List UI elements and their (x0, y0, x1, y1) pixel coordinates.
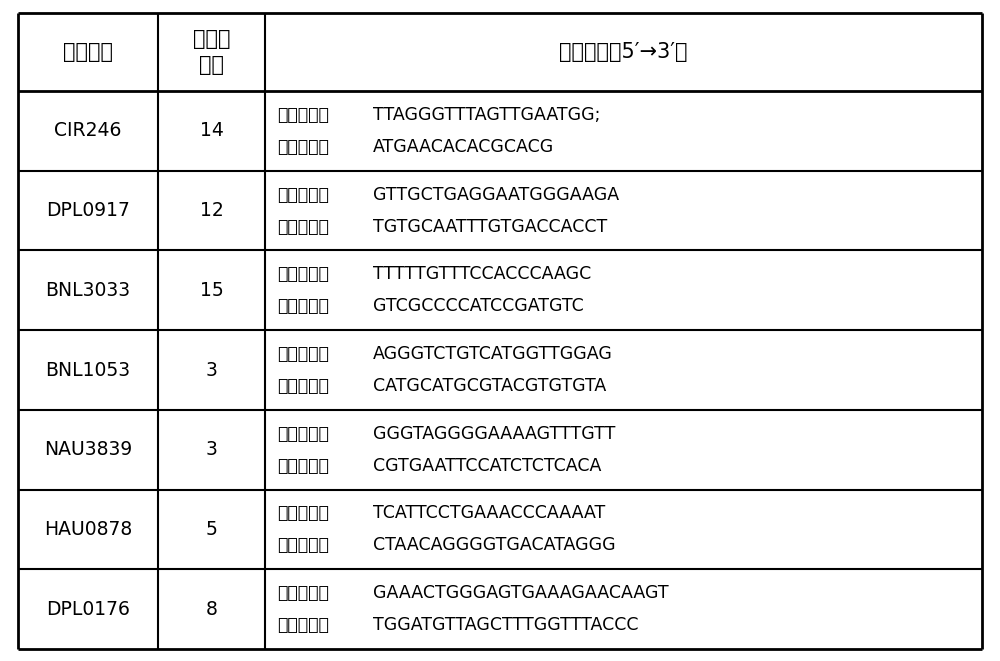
Text: 上游引物：: 上游引物： (277, 186, 329, 204)
Text: GTTGCTGAGGAATGGGAAGA: GTTGCTGAGGAATGGGAAGA (373, 186, 619, 204)
Text: 14: 14 (200, 122, 223, 140)
Text: 下游引物：: 下游引物： (277, 616, 329, 634)
Text: 引物名称: 引物名称 (63, 42, 113, 62)
Text: CATGCATGCGTACGTGTGTA: CATGCATGCGTACGTGTGTA (373, 377, 606, 395)
Text: CTAACAGGGGTGACATAGGG: CTAACAGGGGTGACATAGGG (373, 536, 616, 555)
Text: 5: 5 (206, 520, 217, 539)
Text: 染色体
位置: 染色体 位置 (193, 29, 230, 75)
Text: BNL1053: BNL1053 (45, 360, 131, 379)
Text: TGTGCAATTTGTGACCACCT: TGTGCAATTTGTGACCACCT (373, 217, 607, 235)
Text: 15: 15 (200, 281, 223, 300)
Text: CGTGAATTCCATCTCTCACA: CGTGAATTCCATCTCTCACA (373, 457, 601, 475)
Text: DPL0917: DPL0917 (46, 201, 130, 220)
Text: ATGAACACACGCACG: ATGAACACACGCACG (373, 137, 554, 156)
Text: 上游引物：: 上游引物： (277, 584, 329, 602)
Text: 3: 3 (206, 360, 217, 379)
Text: 12: 12 (200, 201, 223, 220)
Text: NAU3839: NAU3839 (44, 440, 132, 459)
Text: 下游引物：: 下游引物： (277, 377, 329, 395)
Text: 上游引物：: 上游引物： (277, 425, 329, 443)
Text: 上游引物：: 上游引物： (277, 504, 329, 522)
Text: 8: 8 (206, 600, 217, 619)
Text: TTTTTGTTTCCACCCAAGC: TTTTTGTTTCCACCCAAGC (373, 265, 591, 284)
Text: 下游引物：: 下游引物： (277, 536, 329, 555)
Text: TGGATGTTAGCTTTGGTTTACCC: TGGATGTTAGCTTTGGTTTACCC (373, 616, 639, 634)
Text: CIR246: CIR246 (54, 122, 122, 140)
Text: TTAGGGTTTAGTTGAATGG;: TTAGGGTTTAGTTGAATGG; (373, 106, 600, 124)
Text: 引物序列（5′→3′）: 引物序列（5′→3′） (559, 42, 688, 62)
Text: 上游引物：: 上游引物： (277, 265, 329, 284)
Text: GTCGCCCCATCCGATGTC: GTCGCCCCATCCGATGTC (373, 297, 584, 315)
Text: 上游引物：: 上游引物： (277, 106, 329, 124)
Text: 下游引物：: 下游引物： (277, 457, 329, 475)
Text: AGGGTCTGTCATGGTTGGAG: AGGGTCTGTCATGGTTGGAG (373, 345, 613, 363)
Text: HAU0878: HAU0878 (44, 520, 132, 539)
Text: DPL0176: DPL0176 (46, 600, 130, 619)
Text: 下游引物：: 下游引物： (277, 137, 329, 156)
Text: BNL3033: BNL3033 (45, 281, 131, 300)
Text: GAAACTGGGAGTGAAAGAACAAGT: GAAACTGGGAGTGAAAGAACAAGT (373, 584, 669, 602)
Text: 上游引物：: 上游引物： (277, 345, 329, 363)
Text: 3: 3 (206, 440, 217, 459)
Text: 下游引物：: 下游引物： (277, 297, 329, 315)
Text: TCATTCCTGAAACCCAAAAT: TCATTCCTGAAACCCAAAAT (373, 504, 605, 522)
Text: 下游引物：: 下游引物： (277, 217, 329, 235)
Text: GGGTAGGGGAAAAGTTTGTT: GGGTAGGGGAAAAGTTTGTT (373, 425, 615, 443)
